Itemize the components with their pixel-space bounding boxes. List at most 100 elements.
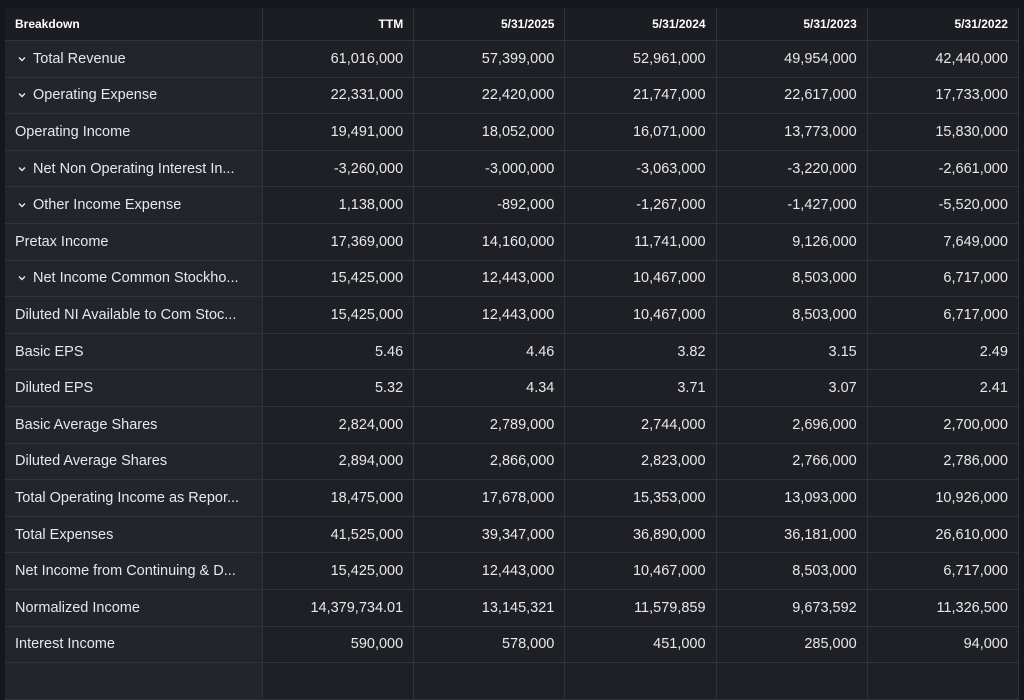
row-label: Net Income from Continuing & D... xyxy=(15,563,236,580)
table-row: Net Income Common Stockho... 15,425,000 12… xyxy=(5,260,1019,298)
value-cell: -3,220,000 xyxy=(716,150,868,187)
row-label-cell: Net Income from Continuing & D... xyxy=(5,553,263,589)
row-label-cell[interactable]: Net Income Common Stockho... xyxy=(5,260,263,297)
table-row: Other Income Expense 1,138,000 -892,000 -1,… xyxy=(5,187,1019,224)
value-cell: 285,000 xyxy=(716,626,868,663)
row-label: Net Income Common Stockho... xyxy=(33,270,239,287)
row-label-cell[interactable]: Net Non Operating Interest In... xyxy=(5,150,263,187)
value-cell: 15,425,000 xyxy=(263,260,415,297)
row-label-cell: Diluted Average Shares xyxy=(5,443,263,480)
empty-cell xyxy=(5,663,263,699)
value-cell: 15,425,000 xyxy=(263,553,415,589)
value-cell: 94,000 xyxy=(867,626,1019,663)
expand-chevron[interactable] xyxy=(17,164,27,174)
row-label-cell: Operating Income xyxy=(5,114,263,150)
value-cell: 451,000 xyxy=(565,626,717,663)
value-cell: 11,741,000 xyxy=(565,223,717,260)
row-label: Pretax Income xyxy=(15,233,109,250)
value-cell: 4.46 xyxy=(414,333,566,370)
table-row: Net Non Operating Interest In... -3,260,0… xyxy=(5,150,1019,188)
column-header: Breakdown xyxy=(5,8,263,40)
row-label: Basic Average Shares xyxy=(15,416,158,433)
value-cell: 22,331,000 xyxy=(263,77,415,114)
value-cell: 18,052,000 xyxy=(414,114,566,150)
value-cell: 2,766,000 xyxy=(716,443,868,480)
value-cell: 36,181,000 xyxy=(716,516,868,553)
value-cell: 2,823,000 xyxy=(565,443,717,480)
value-cell: 6,717,000 xyxy=(867,553,1019,589)
row-label: Interest Income xyxy=(15,636,115,653)
table-row: Operating Income 19,491,000 18,052,000 16,0… xyxy=(5,114,1019,151)
column-header: TTM xyxy=(263,8,415,40)
value-cell: 2,786,000 xyxy=(867,443,1019,480)
value-cell: 57,399,000 xyxy=(414,41,566,77)
table-row: Total Operating Income as Repor... 18,475… xyxy=(5,480,1019,517)
value-cell: 13,773,000 xyxy=(716,114,868,150)
value-cell: 13,093,000 xyxy=(716,480,868,516)
financial-table: Breakdown TTM 5/31/2025 5/31/2024 5/31/2023 5… xyxy=(5,8,1019,700)
row-label-cell: Basic Average Shares xyxy=(5,406,263,443)
row-label: Total Operating Income as Repor... xyxy=(15,489,240,506)
table-row: Total Revenue 61,016,000 57,399,000 52,961,… xyxy=(5,41,1019,78)
page: Breakdown TTM 5/31/2025 5/31/2024 5/31/2023 5… xyxy=(5,8,1019,700)
value-cell: 22,617,000 xyxy=(716,77,868,114)
value-cell: 10,926,000 xyxy=(867,480,1019,516)
value-cell: 2.41 xyxy=(867,370,1019,406)
value-cell: 17,678,000 xyxy=(414,480,566,516)
empty-cell xyxy=(716,663,868,699)
row-label: Operating Expense xyxy=(33,87,158,104)
table-row: Diluted EPS 5.32 4.34 3.71 3.07 2.41 xyxy=(5,370,1019,407)
column-header: 5/31/2022 xyxy=(867,8,1019,40)
row-label: Basic EPS xyxy=(15,343,84,360)
table-row: Pretax Income 17,369,000 14,160,000 11,741,… xyxy=(5,223,1019,261)
row-label-cell: Pretax Income xyxy=(5,223,263,260)
value-cell: 19,491,000 xyxy=(263,114,415,150)
table-row: Diluted NI Available to Com Stoc... 15,42… xyxy=(5,297,1019,334)
value-cell: 3.71 xyxy=(565,370,717,406)
row-label: Net Non Operating Interest In... xyxy=(33,160,235,177)
row-label-cell: Interest Income xyxy=(5,626,263,663)
value-cell: 49,954,000 xyxy=(716,41,868,77)
value-cell: 17,733,000 xyxy=(867,77,1019,114)
value-cell: -892,000 xyxy=(414,187,566,223)
empty-cell xyxy=(565,663,717,699)
table-row: Operating Expense 22,331,000 22,420,000 21,… xyxy=(5,77,1019,115)
table-row: Net Income from Continuing & D... 15,425,… xyxy=(5,553,1019,590)
row-label-cell: Diluted EPS xyxy=(5,370,263,406)
expand-chevron[interactable] xyxy=(17,200,27,210)
value-cell: 26,610,000 xyxy=(867,516,1019,553)
row-label-cell[interactable]: Total Revenue xyxy=(5,41,263,77)
value-cell: 11,326,500 xyxy=(867,589,1019,626)
value-cell: 14,160,000 xyxy=(414,223,566,260)
value-cell: -3,063,000 xyxy=(565,150,717,187)
value-cell: 5.32 xyxy=(263,370,415,406)
value-cell: 8,503,000 xyxy=(716,260,868,297)
expand-chevron[interactable] xyxy=(17,273,27,283)
value-cell: 2,696,000 xyxy=(716,406,868,443)
table-row: Total Expenses 41,525,000 39,347,000 36,890… xyxy=(5,516,1019,554)
value-cell: 2,744,000 xyxy=(565,406,717,443)
value-cell: 8,503,000 xyxy=(716,553,868,589)
value-cell: 15,830,000 xyxy=(867,114,1019,150)
value-cell: 590,000 xyxy=(263,626,415,663)
row-label: Diluted EPS xyxy=(15,380,94,397)
value-cell: 18,475,000 xyxy=(263,480,415,516)
value-cell: -2,661,000 xyxy=(867,150,1019,187)
value-cell: 39,347,000 xyxy=(414,516,566,553)
value-cell: 21,747,000 xyxy=(565,77,717,114)
row-label-cell[interactable]: Other Income Expense xyxy=(5,187,263,223)
value-cell: 14,379,734.01 xyxy=(263,589,415,626)
table-row: Interest Income 590,000 578,000 451,000 285,… xyxy=(5,626,1019,664)
row-label-cell[interactable]: Operating Expense xyxy=(5,77,263,114)
value-cell: -3,000,000 xyxy=(414,150,566,187)
row-label: Diluted NI Available to Com Stoc... xyxy=(15,306,237,323)
row-label: Total Expenses xyxy=(15,526,114,543)
row-label: Total Revenue xyxy=(33,50,126,67)
expand-chevron[interactable] xyxy=(17,90,27,100)
value-cell: 2,866,000 xyxy=(414,443,566,480)
row-label-cell: Total Expenses xyxy=(5,516,263,553)
row-label: Diluted Average Shares xyxy=(15,453,168,470)
expand-chevron[interactable] xyxy=(17,54,27,64)
value-cell: 9,126,000 xyxy=(716,223,868,260)
value-cell: 2,700,000 xyxy=(867,406,1019,443)
